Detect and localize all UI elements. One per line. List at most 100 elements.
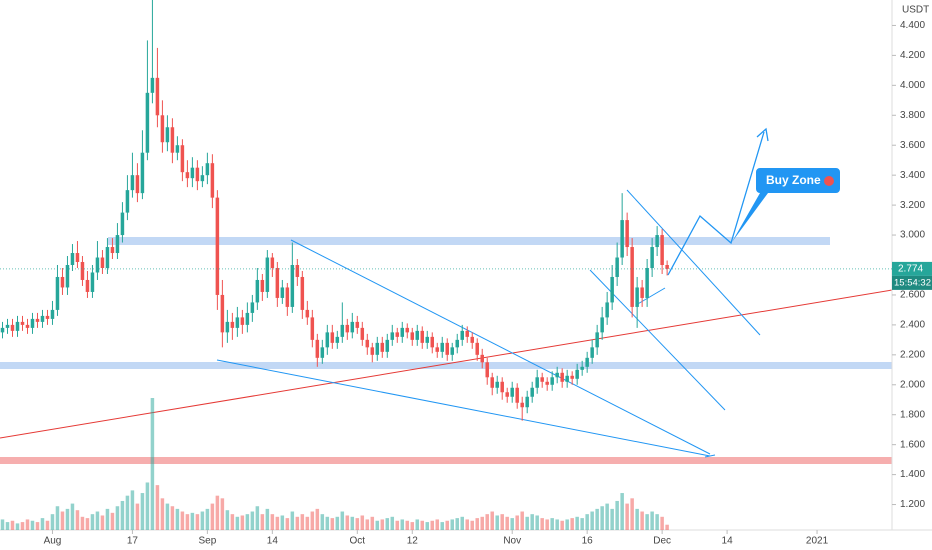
volume-bar bbox=[110, 512, 115, 530]
candle-body bbox=[20, 321, 25, 325]
volume-bar bbox=[310, 511, 315, 530]
candle-body bbox=[205, 163, 210, 176]
y-tick-label: 4.400 bbox=[900, 20, 925, 31]
x-tick-label: 12 bbox=[407, 536, 419, 547]
volume-bar bbox=[150, 398, 155, 530]
candle-body bbox=[380, 342, 385, 352]
volume-bar bbox=[350, 516, 355, 530]
candle-body bbox=[305, 309, 310, 318]
volume-bar bbox=[595, 508, 599, 530]
callout bbox=[732, 168, 840, 242]
y-tick-label: 2.200 bbox=[900, 349, 925, 360]
candle-body bbox=[615, 257, 619, 277]
candle-body bbox=[50, 309, 55, 319]
candle-body bbox=[575, 369, 579, 379]
volume-bar bbox=[475, 518, 479, 530]
volume-bar bbox=[275, 516, 280, 530]
volume-bar bbox=[455, 518, 459, 530]
candle-body bbox=[90, 272, 95, 292]
volume-bar bbox=[115, 506, 120, 530]
wedge-end bbox=[704, 454, 716, 458]
candle-body bbox=[405, 327, 410, 333]
volume-bar bbox=[355, 518, 360, 530]
candle-body bbox=[425, 336, 430, 343]
candle-body bbox=[440, 342, 445, 352]
candle-body bbox=[560, 372, 564, 382]
candle-body bbox=[655, 235, 659, 248]
candle-body bbox=[460, 330, 464, 340]
volume-bar bbox=[510, 518, 514, 530]
candle-body bbox=[340, 324, 345, 337]
volume-bar bbox=[100, 515, 105, 530]
volume-bar bbox=[160, 498, 165, 530]
candle-body bbox=[495, 381, 499, 388]
x-tick-label: Aug bbox=[44, 536, 62, 547]
volume-bar bbox=[165, 503, 170, 530]
candle-body bbox=[295, 265, 300, 277]
volume-bar bbox=[620, 493, 624, 530]
volume-bar bbox=[10, 520, 15, 530]
volume-bar bbox=[585, 514, 589, 530]
candle-body bbox=[120, 212, 125, 236]
candle-body bbox=[125, 190, 130, 213]
volume-bar bbox=[330, 518, 335, 530]
volume-bar bbox=[395, 520, 400, 530]
candle-body bbox=[85, 279, 90, 292]
volume-bar bbox=[625, 503, 629, 530]
drawings: Buy Zone bbox=[0, 127, 893, 464]
y-tick-label: 1.200 bbox=[900, 499, 925, 510]
candle-body bbox=[400, 327, 405, 337]
volume-bar bbox=[420, 520, 425, 530]
candle-body bbox=[105, 247, 110, 268]
candle-body bbox=[315, 339, 320, 358]
volume-bar bbox=[305, 516, 310, 530]
candle-body bbox=[155, 77, 160, 116]
candle-body bbox=[345, 324, 350, 333]
volume-bar bbox=[535, 515, 539, 530]
y-tick-label: 2.400 bbox=[900, 320, 925, 331]
candle-body bbox=[330, 332, 335, 343]
x-tick-label: 17 bbox=[127, 536, 139, 547]
volume-bar bbox=[325, 516, 330, 530]
support-zone bbox=[0, 362, 892, 369]
trend-line bbox=[0, 289, 893, 439]
candle-body bbox=[580, 366, 584, 370]
volume-bar bbox=[525, 516, 529, 530]
volume-bar bbox=[610, 508, 614, 530]
candle-body bbox=[635, 287, 639, 307]
candle-body bbox=[290, 265, 295, 307]
x-tick-label: 14 bbox=[267, 536, 279, 547]
y-tick-label: 3.600 bbox=[900, 140, 925, 151]
candle-body bbox=[640, 287, 644, 298]
volume-bar bbox=[190, 512, 195, 530]
volume-bar bbox=[40, 518, 45, 530]
volume-bar bbox=[140, 493, 145, 530]
candle-body bbox=[25, 324, 30, 328]
candle-body bbox=[480, 354, 484, 363]
y-tick-label: 2.000 bbox=[900, 379, 925, 390]
candle-body bbox=[60, 276, 65, 288]
candle-body bbox=[360, 327, 365, 340]
y-tick-label: 4.200 bbox=[900, 50, 925, 61]
candle-body bbox=[255, 279, 260, 303]
volume-bar bbox=[545, 519, 549, 530]
candle-body bbox=[365, 339, 370, 348]
volume-bar bbox=[85, 518, 90, 530]
volume-bar bbox=[185, 514, 190, 530]
volume-bar bbox=[270, 514, 275, 530]
volume-bar bbox=[405, 520, 410, 530]
candle-body bbox=[70, 253, 75, 265]
volume-bar bbox=[580, 518, 584, 530]
volume-bar bbox=[590, 511, 594, 530]
volume-bar bbox=[630, 498, 634, 530]
volume-bar bbox=[65, 508, 70, 530]
candle-body bbox=[215, 197, 220, 295]
volume-bar bbox=[220, 498, 225, 530]
volume-bar bbox=[130, 490, 135, 530]
candle-body bbox=[630, 247, 634, 307]
volume-bar bbox=[75, 510, 80, 530]
candle-body bbox=[420, 330, 425, 343]
volume-bar bbox=[345, 515, 350, 530]
volume-bar bbox=[210, 503, 215, 530]
